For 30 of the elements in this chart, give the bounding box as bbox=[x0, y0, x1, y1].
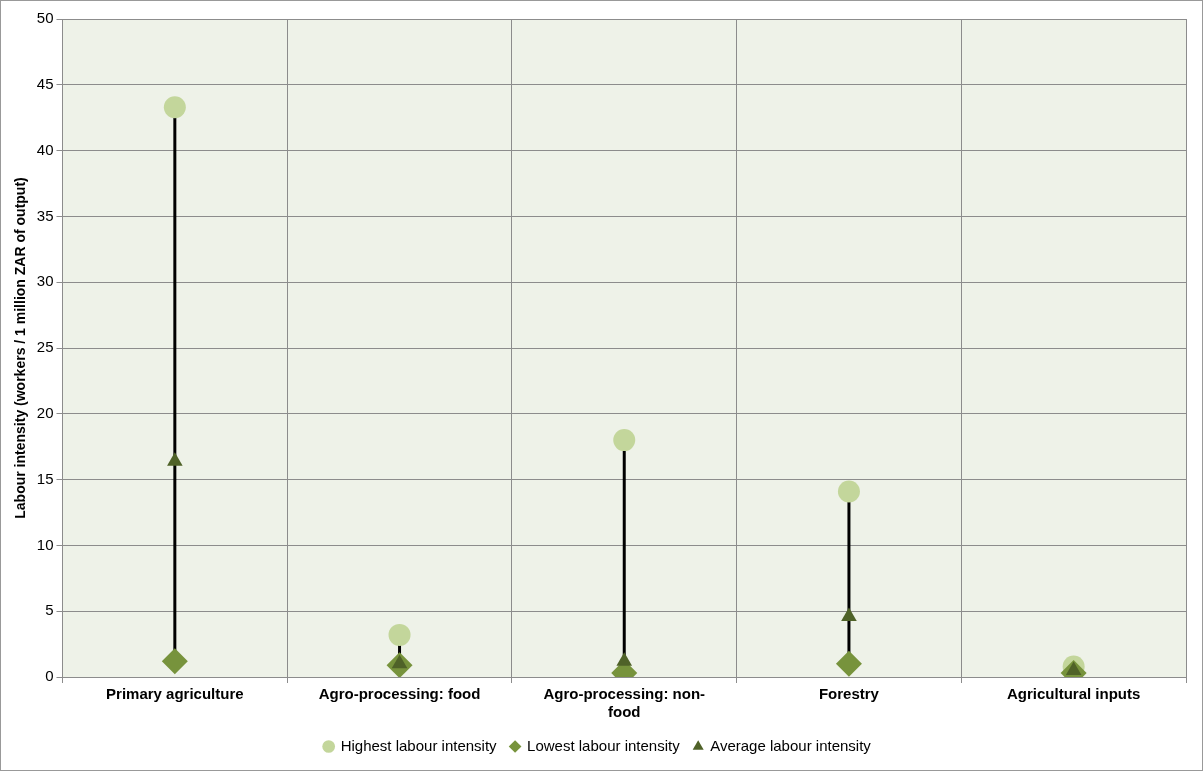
x-tick-label: Agricultural inputs bbox=[1006, 685, 1141, 703]
y-tick-label: 10 bbox=[36, 535, 54, 553]
y-tick-label: 0 bbox=[45, 667, 54, 685]
point bbox=[616, 652, 633, 666]
y-axis-title: Labour intensity (workers / 1 million ZAR of output) bbox=[12, 177, 29, 519]
x-tick-label: Agro-processing: food bbox=[318, 685, 481, 703]
point bbox=[835, 650, 862, 677]
point bbox=[837, 480, 860, 503]
point bbox=[167, 452, 183, 466]
point bbox=[613, 429, 636, 452]
point bbox=[841, 607, 857, 621]
x-tick-label: Primary agriculture bbox=[106, 685, 244, 703]
legend-label: Lowest labour intensity bbox=[527, 736, 681, 754]
legend-label: Average labour intensity bbox=[710, 736, 872, 754]
point bbox=[163, 96, 186, 119]
y-tick-label: 30 bbox=[36, 272, 54, 290]
x-tick-label: Forestry bbox=[818, 685, 880, 703]
point bbox=[161, 648, 188, 675]
y-tick-label: 20 bbox=[36, 403, 54, 421]
y-tick-label: 50 bbox=[36, 9, 54, 27]
y-tick-label: 25 bbox=[36, 338, 54, 356]
point bbox=[1065, 661, 1082, 675]
y-tick-label: 35 bbox=[36, 206, 54, 224]
legend-label: Highest labour intensity bbox=[340, 736, 498, 754]
y-tick-label: 40 bbox=[36, 140, 54, 158]
point bbox=[388, 623, 411, 646]
y-tick-label: 5 bbox=[45, 601, 54, 619]
x-tick-label: Agro-processing: non-food bbox=[543, 685, 706, 721]
y-tick-label: 15 bbox=[36, 469, 54, 487]
y-tick-label: 45 bbox=[36, 74, 54, 92]
